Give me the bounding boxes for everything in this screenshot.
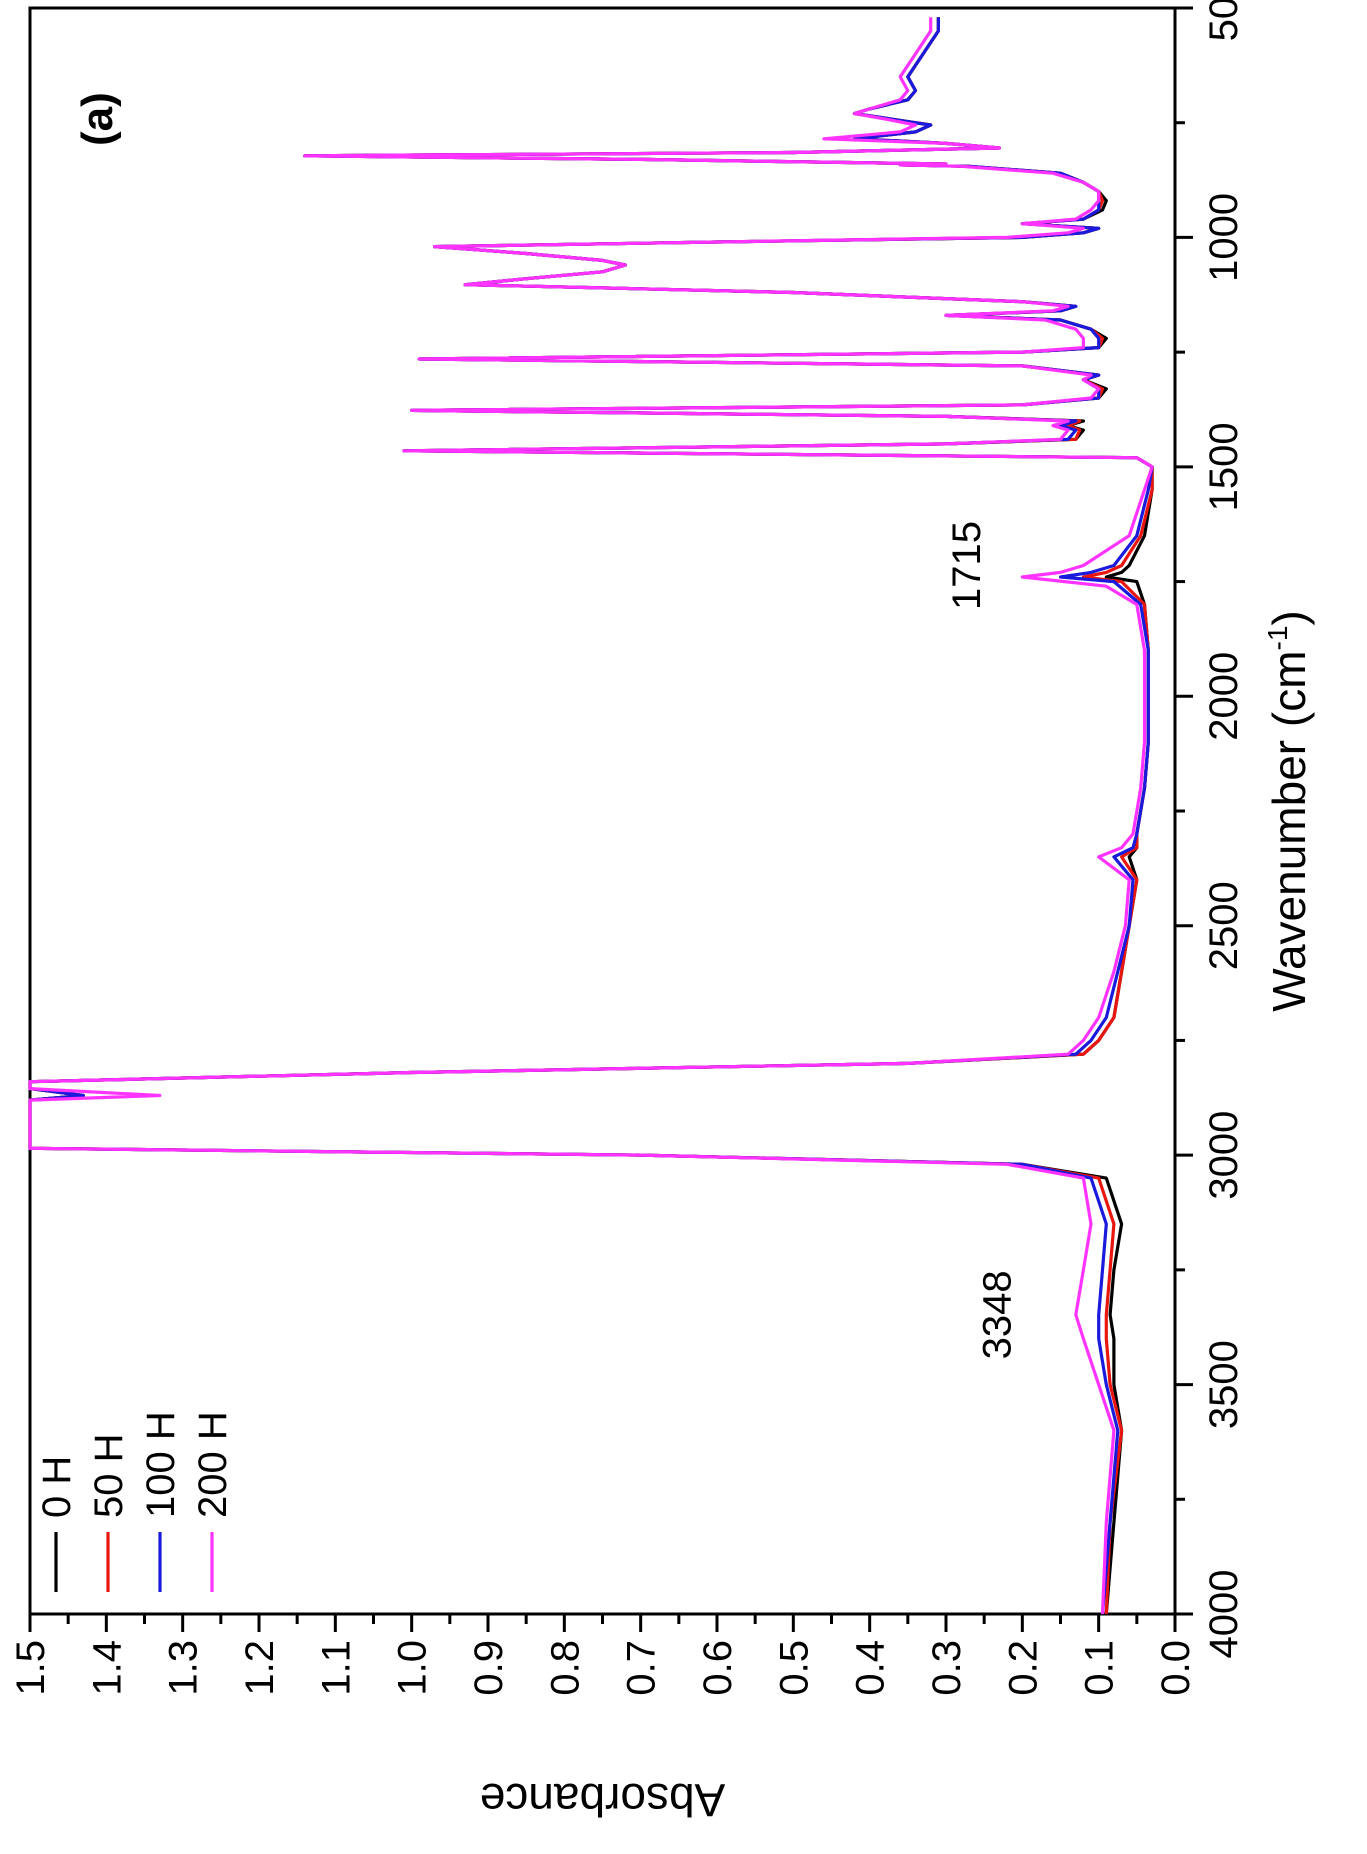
series-line-2: [28, 17, 1154, 1615]
x-axis-label: Wavenumber (cm-1): [1262, 610, 1315, 1012]
annotations: 3348 1715: [945, 521, 1020, 1359]
y-tick-label: 1.0: [391, 1640, 435, 1696]
x-axis-ticks: 4000 3500 3000 2500 2000 1500 1000 500: [1175, 0, 1246, 1658]
y-axis-ticks: 0.0 0.1 0.2 0.3 0.4 0.5 0.6 0.7 0.8 0.9 1.0 1.1 1.2 1…: [9, 1614, 1198, 1696]
x-tick-label: 1500: [1202, 422, 1246, 511]
x-tick-label: 4000: [1202, 1570, 1246, 1659]
y-tick-label: 0.9: [467, 1640, 511, 1696]
legend-label: 200 H: [191, 1411, 235, 1518]
y-tick-label: 0.2: [1001, 1640, 1045, 1696]
x-tick-label: 2000: [1202, 652, 1246, 741]
y-tick-label: 0.1: [1078, 1640, 1122, 1696]
series-layer: [28, 17, 1154, 1615]
y-axis-label: Absorbance: [480, 1774, 726, 1826]
plot-frame: [28, 6, 1177, 1616]
y-tick-label: 1.4: [85, 1640, 129, 1696]
series-line-3: [28, 17, 1154, 1615]
x-tick-label: 2500: [1202, 881, 1246, 970]
y-tick-label: 1.3: [162, 1640, 206, 1696]
legend-label: 100 H: [139, 1411, 183, 1518]
series-line-1: [28, 17, 1154, 1615]
peak-annotation: 1715: [945, 521, 989, 610]
y-tick-label: 0.8: [543, 1640, 587, 1696]
y-tick-label: 0.7: [620, 1640, 664, 1696]
y-tick-label: 1.1: [314, 1640, 358, 1696]
legend: 0 H 50 H 100 H 200 H: [35, 1411, 235, 1592]
x-tick-label: 3500: [1202, 1340, 1246, 1429]
x-tick-label: 1000: [1202, 193, 1246, 282]
y-tick-label: 0.5: [772, 1640, 816, 1696]
x-axis-label-close: ): [1263, 610, 1315, 625]
x-tick-label: 3000: [1202, 1111, 1246, 1200]
series-line-0: [28, 17, 1154, 1615]
x-axis-label-superscript: -1: [1262, 626, 1293, 651]
panel-label: (a): [73, 92, 122, 146]
y-tick-label: 0.6: [696, 1640, 740, 1696]
legend-label: 50 H: [87, 1434, 131, 1519]
y-tick-label: 1.2: [238, 1640, 282, 1696]
y-tick-label: 1.5: [9, 1640, 53, 1696]
x-tick-label: 500: [1202, 0, 1246, 41]
legend-label: 0 H: [35, 1456, 79, 1518]
y-tick-label: 0.0: [1154, 1640, 1198, 1696]
y-tick-label: 0.4: [849, 1640, 893, 1696]
y-tick-label: 0.3: [925, 1640, 969, 1696]
x-axis-label-main: Wavenumber (cm: [1263, 650, 1315, 1011]
peak-annotation: 3348: [975, 1270, 1019, 1359]
